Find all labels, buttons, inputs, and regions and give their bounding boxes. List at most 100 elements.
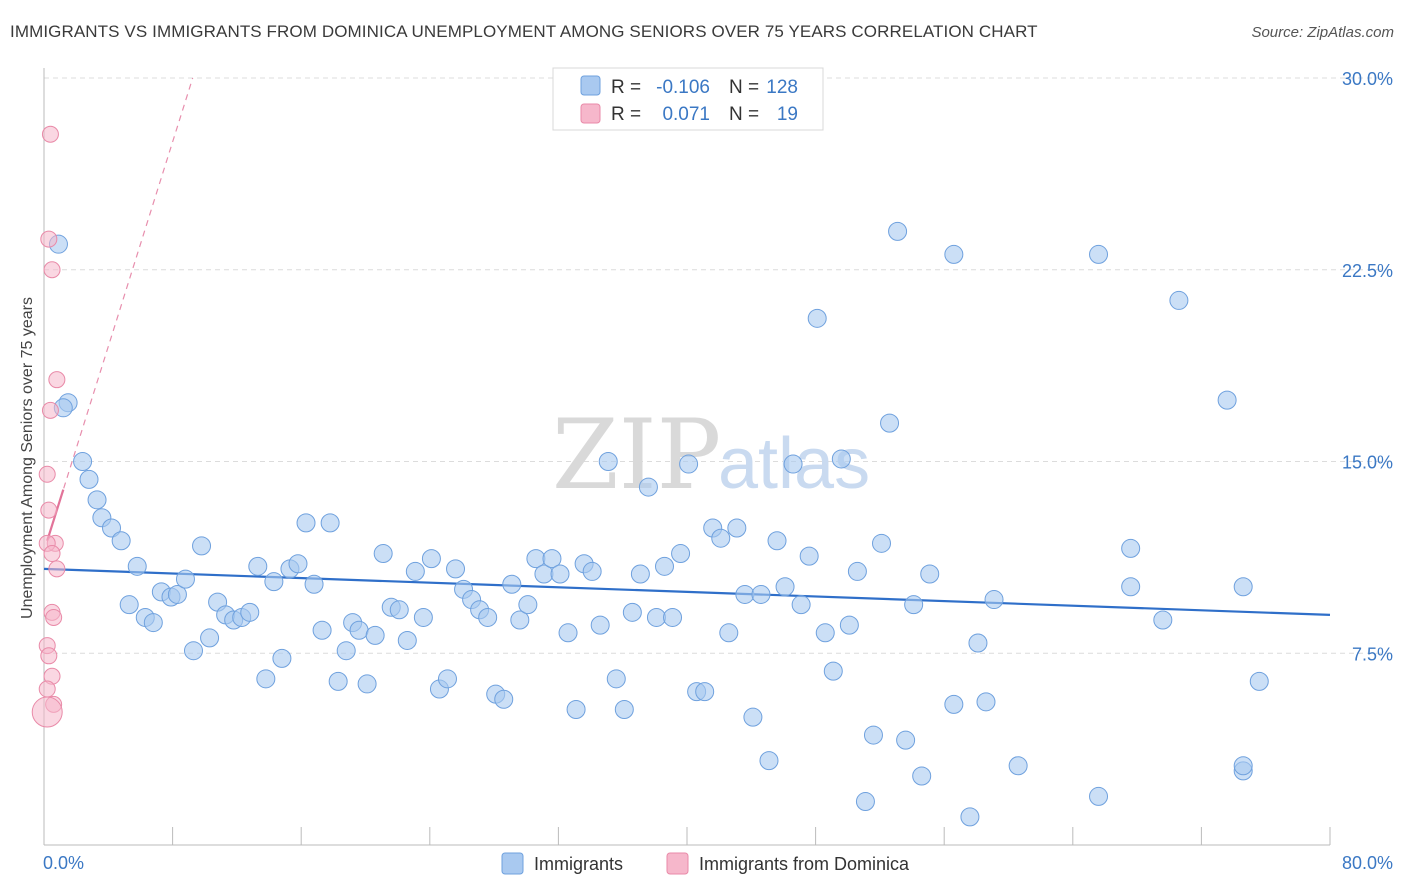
trend-line-immigrants <box>43 567 1331 616</box>
immigrants-point-93 <box>791 595 811 615</box>
grid-lines <box>44 77 1390 654</box>
y-axis-title: Unemployment Among Seniors over 75 years <box>19 297 36 619</box>
immigrants-point-34 <box>320 513 340 533</box>
immigrants-point-78 <box>671 544 691 564</box>
immigrants-point-114 <box>976 692 996 712</box>
immigrants-point-39 <box>357 674 377 694</box>
immigrants-point-36 <box>336 641 356 661</box>
immigrants-point-69 <box>598 452 618 471</box>
immigrants-point-8 <box>111 531 131 551</box>
immigrants-point-40 <box>365 625 385 645</box>
immigrants-point-97 <box>823 661 843 681</box>
immigrants-point-68 <box>590 615 610 635</box>
immigrants-point-100 <box>847 561 867 581</box>
immigrants-point-88 <box>751 584 771 604</box>
legend-swatch-immigrants <box>580 75 601 96</box>
immigrants-point-112 <box>960 807 980 827</box>
immigrants-point-125 <box>1233 756 1253 776</box>
immigrants-point-104 <box>880 413 900 433</box>
legend-n-label-1: N = <box>729 77 759 98</box>
immigrants-point-75 <box>646 607 666 627</box>
immigrants-point-116 <box>1008 756 1028 776</box>
immigrants-point-12 <box>143 613 163 633</box>
x-tick-label-min: 0.0% <box>43 853 84 873</box>
dominica-point-10 <box>48 560 66 578</box>
legend-n-label-2: N = <box>729 104 759 125</box>
legend-r-value-2: 0.071 <box>662 104 710 125</box>
immigrants-point-99 <box>839 615 859 635</box>
immigrants-point-86 <box>735 584 755 604</box>
immigrants-point-4 <box>79 469 99 489</box>
series-legend: Immigrants Immigrants from Dominica <box>501 852 910 875</box>
immigrants-point-57 <box>502 574 522 594</box>
legend-n-value-1: 128 <box>766 77 798 98</box>
immigrants-point-107 <box>904 595 924 615</box>
immigrants-point-32 <box>304 574 324 594</box>
immigrants-point-46 <box>413 607 433 627</box>
immigrants-point-109 <box>920 564 940 584</box>
dominica-point-6 <box>40 501 58 519</box>
immigrants-point-7 <box>102 518 122 538</box>
immigrants-point-121 <box>1153 610 1173 630</box>
immigrants-point-98 <box>831 449 851 469</box>
immigrants-point-26 <box>256 669 276 689</box>
immigrants-point-79 <box>679 454 699 474</box>
immigrants-point-108 <box>912 766 932 786</box>
immigrants-point-35 <box>328 671 348 691</box>
immigrants-point-113 <box>968 633 988 653</box>
immigrants-point-64 <box>558 623 578 643</box>
immigrants-point-10 <box>119 595 139 615</box>
immigrants-point-3 <box>73 452 93 471</box>
immigrants-point-24 <box>240 602 260 622</box>
immigrants-point-70 <box>606 669 626 689</box>
immigrants-point-111 <box>944 694 964 714</box>
immigrants-point-9 <box>127 556 147 576</box>
x-tick-label-max: 80.0% <box>1342 853 1393 873</box>
immigrants-point-85 <box>727 518 747 538</box>
immigrants-point-73 <box>630 564 650 584</box>
immigrants-point-56 <box>494 689 514 709</box>
immigrants-point-92 <box>783 454 803 474</box>
dominica-point-2 <box>43 261 61 279</box>
immigrants-point-5 <box>87 490 107 510</box>
trend-line-dominica-extension <box>46 77 194 541</box>
immigrants-point-71 <box>614 699 634 719</box>
immigrants-point-38 <box>349 620 369 640</box>
immigrants-point-30 <box>288 554 308 574</box>
immigrants-point-106 <box>896 730 916 750</box>
immigrants-point-43 <box>389 600 409 620</box>
dominica-point-14 <box>40 647 58 665</box>
dominica-point-0 <box>41 125 59 143</box>
bottom-legend-swatch-immigrants <box>501 852 524 875</box>
bottom-legend-swatch-dominica <box>666 852 689 875</box>
immigrants-point-63 <box>550 564 570 584</box>
immigrants-point-49 <box>437 669 457 689</box>
immigrants-point-65 <box>566 699 586 719</box>
immigrants-point-105 <box>888 221 908 241</box>
immigrants-points <box>48 221 1269 827</box>
immigrants-point-31 <box>296 513 316 533</box>
immigrants-point-16 <box>175 569 195 589</box>
immigrants-point-94 <box>799 546 819 566</box>
dominica-point-16 <box>38 680 56 698</box>
immigrants-point-76 <box>654 556 674 576</box>
immigrants-point-115 <box>984 590 1004 610</box>
immigrants-point-84 <box>719 623 739 643</box>
chart-title: IMMIGRANTS VS IMMIGRANTS FROM DOMINICA U… <box>10 22 1038 41</box>
immigrants-point-18 <box>192 536 212 556</box>
immigrants-point-54 <box>478 607 498 627</box>
immigrants-point-17 <box>183 641 203 661</box>
immigrants-point-62 <box>542 549 562 569</box>
immigrants-point-127 <box>1249 671 1269 691</box>
immigrants-point-19 <box>200 628 220 648</box>
y-tick-label-2: 22.5% <box>1342 261 1393 281</box>
legend-n-value-2: 19 <box>777 104 798 125</box>
immigrants-point-45 <box>405 561 425 581</box>
y-tick-label-0: 7.5% <box>1352 644 1393 664</box>
immigrants-point-95 <box>807 308 827 328</box>
dominica-point-4 <box>41 401 59 419</box>
immigrants-point-67 <box>582 561 602 581</box>
immigrants-point-101 <box>855 792 875 812</box>
source-label: Source: ZipAtlas.com <box>1251 24 1394 41</box>
legend-swatch-dominica <box>580 103 601 124</box>
